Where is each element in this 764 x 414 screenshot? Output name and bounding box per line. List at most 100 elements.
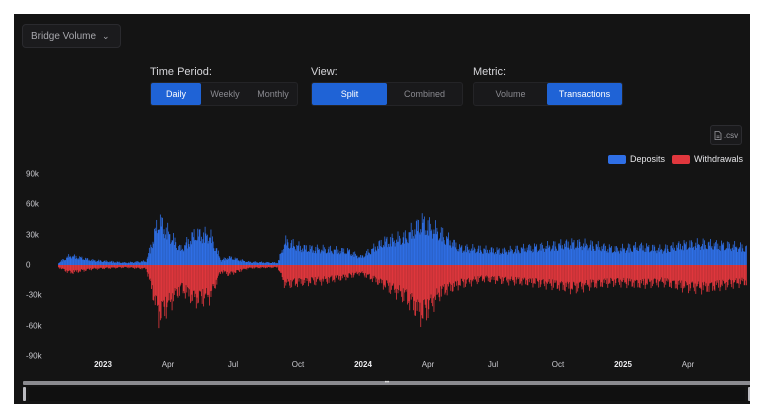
deposit-bar[interactable]: [69, 257, 70, 265]
withdrawal-bar[interactable]: [569, 265, 571, 295]
withdrawal-bar[interactable]: [253, 265, 255, 269]
withdrawal-bar[interactable]: [601, 265, 603, 287]
withdrawal-bar[interactable]: [256, 265, 258, 268]
deposit-bar[interactable]: [260, 262, 262, 265]
withdrawal-bar[interactable]: [591, 265, 593, 280]
withdrawal-bar[interactable]: [550, 265, 551, 284]
deposit-bar[interactable]: [374, 251, 375, 265]
deposit-bar[interactable]: [448, 232, 450, 265]
withdrawal-bar[interactable]: [233, 265, 235, 275]
withdrawal-bar[interactable]: [169, 265, 171, 301]
scrollbar-track[interactable]: [23, 381, 750, 385]
withdrawal-bar[interactable]: [481, 265, 483, 276]
deposit-bar[interactable]: [682, 250, 684, 265]
deposit-bar[interactable]: [214, 250, 216, 265]
withdrawal-bar[interactable]: [170, 265, 172, 303]
deposit-bar[interactable]: [461, 245, 463, 265]
deposit-bar[interactable]: [656, 253, 658, 265]
withdrawal-bar[interactable]: [286, 265, 288, 279]
deposit-bar[interactable]: [341, 248, 342, 265]
withdrawal-bar[interactable]: [186, 265, 188, 293]
withdrawal-bar[interactable]: [567, 265, 569, 284]
withdrawal-bar[interactable]: [532, 265, 534, 288]
withdrawal-bar[interactable]: [180, 265, 182, 285]
withdrawal-bar[interactable]: [494, 265, 496, 277]
deposit-bar[interactable]: [542, 249, 544, 265]
deposit-bar[interactable]: [381, 246, 383, 265]
withdrawal-bar[interactable]: [447, 265, 449, 285]
deposit-bar[interactable]: [335, 249, 337, 265]
withdrawal-bar[interactable]: [63, 265, 64, 269]
withdrawal-bar[interactable]: [187, 265, 188, 287]
deposit-bar[interactable]: [273, 262, 275, 265]
withdrawal-bar[interactable]: [289, 265, 290, 286]
withdrawal-bar[interactable]: [693, 265, 695, 292]
deposit-bar[interactable]: [302, 251, 304, 265]
deposit-bar[interactable]: [468, 250, 469, 265]
withdrawal-bar[interactable]: [278, 265, 280, 271]
withdrawal-bar[interactable]: [635, 265, 637, 281]
deposit-bar[interactable]: [415, 221, 417, 265]
withdrawal-bar[interactable]: [329, 265, 331, 279]
deposit-bar[interactable]: [272, 262, 273, 265]
withdrawal-bar[interactable]: [416, 265, 418, 311]
deposit-bar[interactable]: [507, 252, 509, 265]
deposit-bar[interactable]: [205, 233, 207, 265]
withdrawal-bar[interactable]: [362, 265, 364, 274]
withdrawal-bar[interactable]: [409, 265, 411, 311]
deposit-bar[interactable]: [283, 249, 284, 265]
deposit-bar[interactable]: [297, 245, 299, 265]
withdrawal-bar[interactable]: [66, 265, 67, 271]
deposit-bar[interactable]: [533, 251, 535, 265]
deposit-bar[interactable]: [446, 237, 448, 265]
deposit-bar[interactable]: [223, 259, 224, 265]
deposit-bar[interactable]: [421, 213, 423, 265]
withdrawal-bar[interactable]: [469, 265, 471, 284]
chart-selector-dropdown[interactable]: Bridge Volume ⌄: [22, 24, 121, 48]
deposit-bar[interactable]: [248, 262, 250, 265]
deposit-bar[interactable]: [608, 252, 609, 265]
withdrawal-bar[interactable]: [245, 265, 247, 269]
deposit-bar[interactable]: [287, 242, 289, 265]
withdrawal-bar[interactable]: [291, 265, 293, 288]
withdrawal-bar[interactable]: [104, 265, 106, 268]
deposit-bar[interactable]: [498, 248, 500, 265]
withdrawal-bar[interactable]: [118, 265, 119, 268]
withdrawal-bar[interactable]: [398, 265, 400, 291]
deposit-bar[interactable]: [627, 243, 629, 265]
deposit-bar[interactable]: [517, 249, 519, 265]
withdrawal-bar[interactable]: [615, 265, 617, 283]
withdrawal-bar[interactable]: [539, 265, 540, 280]
withdrawal-bar[interactable]: [539, 265, 541, 288]
withdrawal-bar[interactable]: [377, 265, 378, 285]
deposit-bar[interactable]: [286, 245, 287, 265]
deposit-bar[interactable]: [118, 261, 120, 265]
deposit-bar[interactable]: [543, 248, 545, 265]
deposit-bar[interactable]: [121, 262, 123, 265]
deposit-bar[interactable]: [682, 245, 683, 265]
withdrawal-bar[interactable]: [492, 265, 494, 277]
withdrawal-bar[interactable]: [82, 265, 84, 270]
deposit-bar[interactable]: [504, 249, 506, 265]
deposit-bar[interactable]: [476, 251, 478, 265]
deposit-bar[interactable]: [81, 256, 83, 265]
withdrawal-bar[interactable]: [435, 265, 436, 300]
deposit-bar[interactable]: [286, 239, 288, 265]
withdrawal-bar[interactable]: [239, 265, 241, 270]
deposit-bar[interactable]: [203, 242, 205, 265]
withdrawal-bar[interactable]: [115, 265, 117, 269]
deposit-bar[interactable]: [632, 251, 634, 265]
deposit-bar[interactable]: [626, 249, 628, 265]
deposit-bar[interactable]: [529, 250, 531, 265]
deposit-bar[interactable]: [489, 249, 491, 265]
deposit-bar[interactable]: [440, 227, 442, 265]
withdrawal-bar[interactable]: [179, 265, 181, 287]
deposit-bar[interactable]: [179, 244, 180, 265]
deposit-bar[interactable]: [212, 241, 214, 265]
deposit-bar[interactable]: [116, 261, 118, 265]
withdrawal-bar[interactable]: [529, 265, 531, 279]
deposit-bar[interactable]: [418, 232, 420, 266]
deposit-bar[interactable]: [305, 245, 307, 265]
deposit-bar[interactable]: [430, 231, 432, 265]
withdrawal-bar[interactable]: [630, 265, 632, 280]
